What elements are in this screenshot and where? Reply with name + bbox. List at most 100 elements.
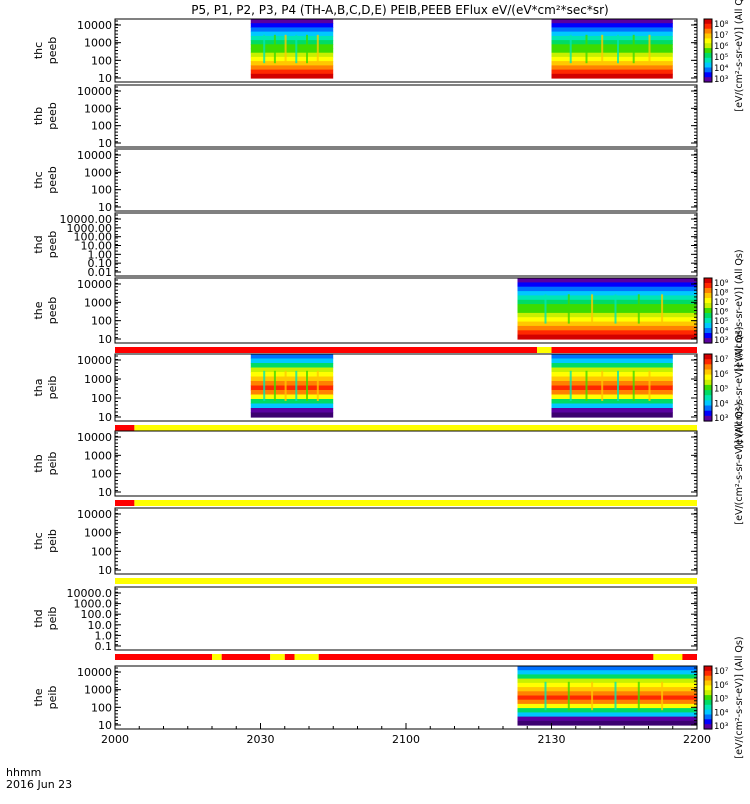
quality-flag-bar xyxy=(115,578,697,584)
spectrogram-bin xyxy=(250,408,334,414)
y-axis-label: the xyxy=(32,688,45,706)
colorbar-swatch xyxy=(704,415,712,422)
colorbar-tick-label: 10³ xyxy=(714,336,728,346)
y-axis-label: tha xyxy=(32,378,45,396)
colorbar-swatch xyxy=(704,410,712,417)
spectrogram-streak xyxy=(632,370,635,401)
y-tick-label: 1.00 xyxy=(88,248,113,261)
spectrogram-bin xyxy=(517,720,697,726)
quality-flag-bar xyxy=(115,347,697,353)
colorbar-tick-label: 10⁷ xyxy=(714,667,729,677)
spectrogram-streak xyxy=(284,370,287,401)
y-tick-label: 1000.0 xyxy=(74,598,113,611)
spectrogram-bin xyxy=(517,695,697,701)
colorbar-tick-label: 10³ xyxy=(714,75,728,85)
colorbar-tick-label: 10⁷ xyxy=(714,355,729,365)
colorbar-swatch xyxy=(704,67,712,73)
colorbar-tick-label: 10⁴ xyxy=(714,327,729,337)
y-tick-label: 100 xyxy=(91,701,112,714)
x-tick-label: 2030 xyxy=(247,733,275,746)
spectrogram-streak xyxy=(273,370,276,401)
spectrogram-bin xyxy=(517,330,697,336)
spectrogram-bin xyxy=(551,376,673,382)
spectrogram-bin xyxy=(551,412,673,418)
spectrogram-streak xyxy=(601,370,604,401)
y-axis-label: peeb xyxy=(46,297,59,325)
spectrogram-bin xyxy=(250,381,334,387)
spectrogram-bin xyxy=(551,35,673,41)
colorbar-tick-label: 10³ xyxy=(714,722,728,732)
flag-segment-red xyxy=(284,654,295,660)
figure-title: P5, P1, P2, P3, P4 (TH-A,B,C,D,E) PEIB,P… xyxy=(191,3,608,17)
spectrogram-bin xyxy=(250,412,334,418)
colorbar-tick-label: 10³ xyxy=(714,414,728,424)
colorbar-swatch xyxy=(704,390,712,396)
colorbar-tick-label: 10⁴ xyxy=(714,708,729,718)
panel-frame xyxy=(114,212,698,277)
colorbar-swatch xyxy=(704,283,712,289)
spectrogram-block xyxy=(551,354,673,418)
colorbar-swatch xyxy=(704,57,712,64)
spectrogram-streak xyxy=(648,34,651,64)
colorbar-swatch xyxy=(704,374,712,381)
colorbar-tick-label: 10⁶ xyxy=(714,370,729,380)
colorbar-tick-label: 10⁷ xyxy=(714,298,729,308)
colorbar-swatch xyxy=(704,680,712,686)
colorbar-swatch xyxy=(704,384,712,391)
spectrogram-streak xyxy=(295,34,298,64)
y-tick-label: 1000 xyxy=(84,296,112,309)
colorbar-swatch xyxy=(704,313,712,319)
colorbar-swatch xyxy=(704,19,712,25)
spectrogram-bin xyxy=(250,403,334,409)
colorbar-swatch xyxy=(704,318,712,324)
spectrogram-bin xyxy=(551,354,673,360)
y-tick-label: 10000 xyxy=(77,666,112,679)
colorbar-swatch xyxy=(704,33,712,39)
spectrogram-bin xyxy=(517,291,697,297)
spectrogram-block xyxy=(551,19,673,79)
spectrogram-bin xyxy=(517,278,697,283)
panel-frame xyxy=(114,84,698,148)
x-tick-label: 2000 xyxy=(101,733,129,746)
y-tick-label: 10 xyxy=(98,564,112,577)
spectrogram-bin xyxy=(250,390,334,396)
colorbar-swatch xyxy=(704,709,712,715)
spectrogram-bin xyxy=(517,308,697,314)
panel-the-peib: 10000 1000 100 10 the peib 10⁷ 10⁶ 10⁵ 10⁴ 10³ [eV/… xyxy=(32,636,745,758)
spectrogram-bin xyxy=(551,73,673,79)
spectrogram-bin xyxy=(250,23,334,28)
y-tick-label: 10.00 xyxy=(81,240,113,253)
y-tick-label: 1000.00 xyxy=(67,222,113,235)
spectrogram-streak xyxy=(637,681,640,711)
spectrogram-bin xyxy=(551,394,673,400)
spectrogram-bin xyxy=(517,703,697,709)
flag-segment-red xyxy=(221,654,271,660)
colorbar-swatch xyxy=(704,303,712,309)
colorbar-swatch xyxy=(704,28,712,35)
y-axis-label: thc xyxy=(32,171,45,188)
panel-frame xyxy=(114,507,698,575)
y-axis-label: peeb xyxy=(46,37,59,65)
colorbar-swatch xyxy=(704,714,712,720)
colorbar-swatch xyxy=(704,666,712,672)
colorbar-swatch xyxy=(704,43,712,49)
spectrogram-bin xyxy=(551,399,673,405)
spectrogram-streak xyxy=(585,34,588,64)
colorbar-swatch xyxy=(704,298,712,304)
spectrogram-bin xyxy=(551,408,673,414)
y-tick-label: 0.10 xyxy=(88,257,113,270)
colorbar-swatch xyxy=(704,670,712,677)
spectrogram-streak xyxy=(591,294,594,324)
flag-segment-red xyxy=(682,654,697,660)
y-tick-label: 10000.00 xyxy=(60,213,113,226)
spectrogram-bin xyxy=(551,367,673,373)
colorbar-swatch xyxy=(704,338,712,344)
y-tick-label: 10000 xyxy=(77,85,112,98)
panel-frame xyxy=(114,148,698,212)
y-tick-label: 10 xyxy=(98,411,112,424)
spectrogram-bin xyxy=(517,678,697,684)
colorbar-swatch xyxy=(704,685,712,691)
colorbar-tick-label: 10⁴ xyxy=(714,399,729,409)
